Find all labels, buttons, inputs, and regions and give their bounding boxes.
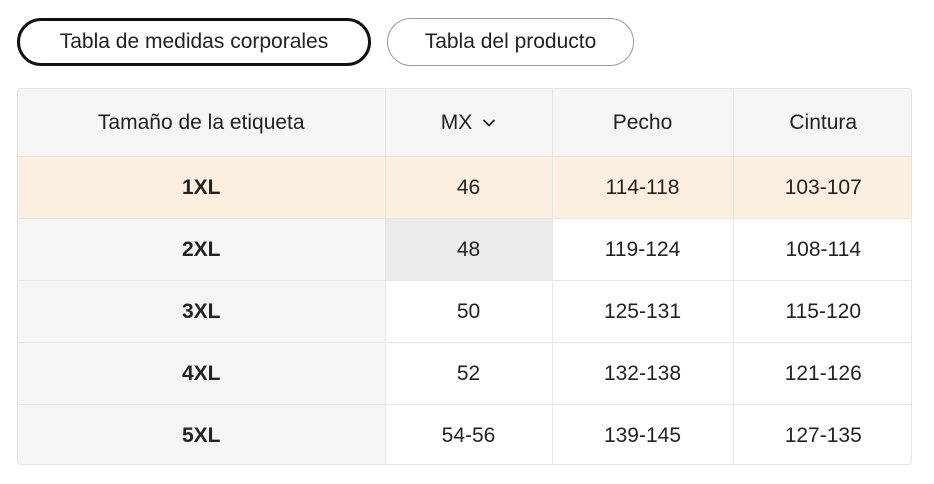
tab-product-measurements[interactable]: Tabla del producto (387, 18, 634, 66)
chest-cell: 132-138 (552, 342, 734, 405)
header-size: Tamaño de la etiqueta (18, 89, 386, 157)
table-header-row: Tamaño de la etiqueta MX Pecho Cintura (18, 89, 911, 157)
table-row[interactable]: 5XL 54-56 139-145 127-135 (18, 404, 911, 464)
waist-cell: 108-114 (733, 218, 911, 281)
size-table-container: Tamaño de la etiqueta MX Pecho Cintura 1… (17, 88, 912, 465)
tab-body-measurements[interactable]: Tabla de medidas corporales (17, 18, 371, 66)
mx-cell: 54-56 (385, 404, 553, 464)
size-cell: 3XL (18, 280, 386, 343)
size-cell: 5XL (18, 404, 386, 464)
waist-cell: 115-120 (733, 280, 911, 343)
mx-cell: 48 (385, 218, 553, 281)
waist-cell: 127-135 (733, 404, 911, 464)
mx-unit-selector[interactable]: MX (441, 111, 497, 135)
table-row[interactable]: 4XL 52 132-138 121-126 (18, 342, 911, 405)
header-waist: Cintura (733, 89, 911, 157)
mx-cell: 50 (385, 280, 553, 343)
chevron-down-icon (483, 119, 496, 126)
waist-cell: 121-126 (733, 342, 911, 405)
chest-cell: 114-118 (552, 156, 734, 219)
chest-cell: 119-124 (552, 218, 734, 281)
header-mx[interactable]: MX (385, 89, 553, 157)
header-chest: Pecho (552, 89, 734, 157)
mx-cell: 46 (385, 156, 553, 219)
mx-cell: 52 (385, 342, 553, 405)
table-row[interactable]: 3XL 50 125-131 115-120 (18, 280, 911, 343)
size-cell: 1XL (18, 156, 386, 219)
size-cell: 4XL (18, 342, 386, 405)
size-chart-tabs: Tabla de medidas corporales Tabla del pr… (17, 18, 634, 66)
table-row[interactable]: 1XL 46 114-118 103-107 (18, 156, 911, 219)
size-table: Tamaño de la etiqueta MX Pecho Cintura 1… (18, 89, 911, 464)
chest-cell: 125-131 (552, 280, 734, 343)
chest-cell: 139-145 (552, 404, 734, 464)
table-row[interactable]: 2XL 48 119-124 108-114 (18, 218, 911, 281)
waist-cell: 103-107 (733, 156, 911, 219)
size-cell: 2XL (18, 218, 386, 281)
mx-label: MX (440, 110, 473, 134)
